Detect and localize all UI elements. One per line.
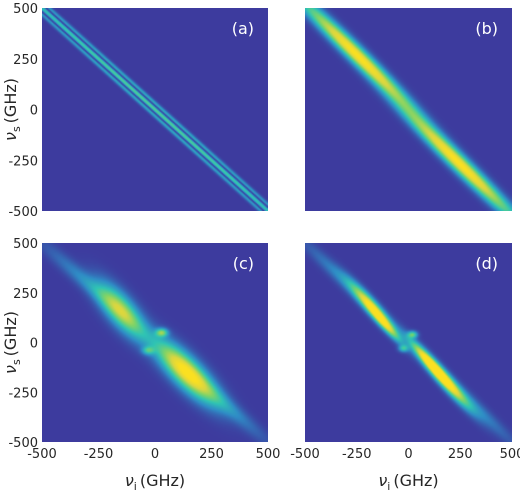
x-tick-label: -500 [290,447,320,462]
x-tick-label: -250 [84,447,114,462]
heatmap-image-1 [42,8,268,211]
y-tick-label: -250 [8,154,38,169]
panel-label: (c) [233,254,254,273]
heatmap-image-3 [42,243,268,442]
panel-2: (b) [305,8,512,211]
x-axis-title: νi (GHz) [378,471,438,493]
y-axis-title: νs(GHz) [1,78,23,141]
heatmap-image-2 [305,8,512,211]
x-tick-label: 500 [500,447,520,462]
y-tick-label: -500 [8,436,38,451]
panel-label: (a) [232,19,254,38]
y-tick-label: 250 [13,287,38,302]
y-tick-label: -500 [8,205,38,220]
panels-layer: (a) (b) (c) (d) [42,8,512,442]
heatmap-image-4 [305,243,512,442]
panel-4: (d) [305,243,512,442]
x-tick-label: 250 [448,447,473,462]
x-tick-label: 250 [199,447,224,462]
panel-3: (c) [42,243,268,442]
x-tick-label: 0 [404,447,412,462]
y-tick-label: -250 [8,386,38,401]
panel-label: (b) [475,19,498,38]
x-axis-title: νi (GHz) [125,471,185,493]
panel-label: (d) [475,254,498,273]
panel-1: (a) [42,8,268,211]
x-tick-label: 500 [256,447,281,462]
y-axis-title: νs(GHz) [1,311,23,374]
x-tick-label: -250 [342,447,372,462]
y-tick-label: 0 [30,104,38,119]
x-tick-label: -500 [27,447,57,462]
y-tick-label: 500 [13,237,38,252]
y-tick-label: 250 [13,53,38,68]
y-tick-label: 0 [30,337,38,352]
x-tick-label: 0 [151,447,159,462]
y-tick-label: 500 [13,2,38,17]
